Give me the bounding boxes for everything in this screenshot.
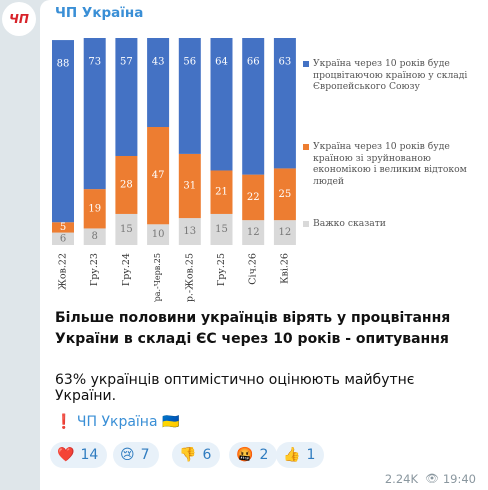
- bar-segment: [178, 218, 201, 245]
- data-label: 47: [152, 170, 165, 181]
- bar-segment: [210, 38, 233, 171]
- bar-segment: [83, 38, 106, 190]
- x-tick-label: Тра.-Черв.25: [153, 253, 162, 302]
- views-icon: 👁: [425, 472, 439, 485]
- data-label: 57: [120, 57, 133, 68]
- data-label: 13: [183, 226, 196, 237]
- bar-segment: [178, 38, 201, 154]
- data-label: 73: [88, 57, 101, 68]
- views: 2.24K: [384, 472, 418, 486]
- legend-label: Україна через 10 років буде країною зі з…: [313, 141, 467, 187]
- x-tick-label: Гру.25: [216, 253, 227, 286]
- reaction[interactable]: 👎 6: [172, 442, 221, 468]
- x-tick-label: Кві.26: [279, 253, 290, 284]
- chart: 65 88 Жов.22 8 19 73 Гру.23 15 28 57 Гру.24 10 47 43 Т…: [50, 30, 484, 302]
- reaction-count: 6: [202, 447, 212, 463]
- signature-name[interactable]: ЧП Україна: [76, 414, 158, 430]
- data-label: 10: [152, 229, 165, 240]
- bar-segment: [210, 213, 233, 245]
- channel-name[interactable]: ЧП Україна: [55, 5, 144, 21]
- data-label: 15: [215, 224, 228, 235]
- bar-segment: [242, 220, 265, 245]
- data-label: 6: [60, 233, 66, 244]
- data-label: 63: [279, 57, 292, 68]
- data-label: 22: [247, 192, 260, 203]
- bar-segment: [178, 153, 201, 219]
- data-label: 21: [215, 187, 228, 198]
- reaction-emoji: 😢: [120, 447, 135, 463]
- data-label: 66: [247, 57, 260, 68]
- bar-segment: [115, 38, 138, 156]
- bar-segment: [147, 38, 170, 128]
- data-label: 19: [88, 203, 101, 214]
- bar-segment: [83, 228, 106, 245]
- x-tick-label: Гру.24: [121, 253, 132, 286]
- bar-segment: [52, 232, 74, 245]
- reaction-count: 7: [140, 447, 150, 463]
- reaction-emoji: 👍: [283, 447, 301, 463]
- bar-segment: [52, 222, 74, 233]
- bar-segment: [242, 174, 265, 221]
- legend-label: Україна через 10 років буде процвітаючою…: [313, 58, 468, 92]
- reaction[interactable]: 👍 1: [276, 442, 325, 468]
- legend-swatch: [303, 221, 309, 227]
- signature[interactable]: ❗ ЧП Україна 🇺🇦: [55, 414, 179, 430]
- reaction[interactable]: 🤬 2: [229, 442, 278, 468]
- data-label: 88: [57, 59, 70, 70]
- post-text: 63% українців оптимістично оцінюють майб…: [55, 372, 415, 404]
- bar-segment: [115, 155, 138, 214]
- data-label: 15: [120, 224, 133, 235]
- legend-item: Україна через 10 років буде процвітаючою…: [303, 58, 488, 93]
- reaction-emoji: 🤬: [236, 447, 254, 463]
- reaction-count: 2: [259, 447, 269, 463]
- x-tick-label: Гру.23: [89, 253, 100, 286]
- legend-item: Україна через 10 років буде країною зі з…: [303, 141, 488, 187]
- data-label: 12: [247, 227, 260, 238]
- x-tick-label: Вер.-Жов.25: [184, 253, 195, 302]
- reaction[interactable]: ❤️ 14: [50, 442, 108, 468]
- legend-label: Важко сказати: [313, 218, 386, 229]
- bar-segment: [147, 127, 170, 225]
- bar-segment: [210, 170, 233, 214]
- data-label: 56: [183, 57, 196, 68]
- data-label: 12: [279, 227, 292, 238]
- reaction-count: 14: [80, 447, 99, 463]
- data-label: 5: [60, 222, 66, 233]
- legend-swatch: [303, 61, 309, 67]
- bar-segment: [273, 38, 296, 169]
- reaction-emoji: 👎: [179, 447, 197, 463]
- signature-flag: 🇺🇦: [162, 414, 180, 430]
- legend-item: Важко сказати: [303, 218, 488, 230]
- data-label: 8: [92, 231, 98, 242]
- legend-swatch: [303, 144, 309, 150]
- bar-segment: [83, 189, 106, 229]
- avatar[interactable]: ЧП: [2, 2, 36, 36]
- reaction-emoji: ❤️: [57, 447, 75, 463]
- x-tick-label: Січ.26: [248, 253, 259, 285]
- data-label: 64: [215, 57, 228, 68]
- reaction[interactable]: 😢 7: [113, 442, 159, 468]
- data-label: 25: [279, 189, 292, 200]
- x-tick-label: Жов.22: [58, 253, 69, 290]
- data-label: 28: [120, 179, 133, 190]
- time: 19:40: [442, 472, 476, 486]
- reaction-count: 1: [306, 447, 316, 463]
- post-headline: Більше половини українців вірять у процв…: [55, 310, 451, 347]
- data-label: 43: [152, 57, 165, 68]
- signature-icon: ❗: [55, 414, 73, 430]
- bar-segment: [147, 224, 170, 245]
- data-label: 31: [183, 181, 196, 192]
- bar-segment: [52, 40, 74, 223]
- bar-segment: [273, 220, 296, 245]
- bar-segment: [115, 213, 138, 245]
- bar-segment: [273, 168, 296, 221]
- bar-segment: [242, 38, 265, 175]
